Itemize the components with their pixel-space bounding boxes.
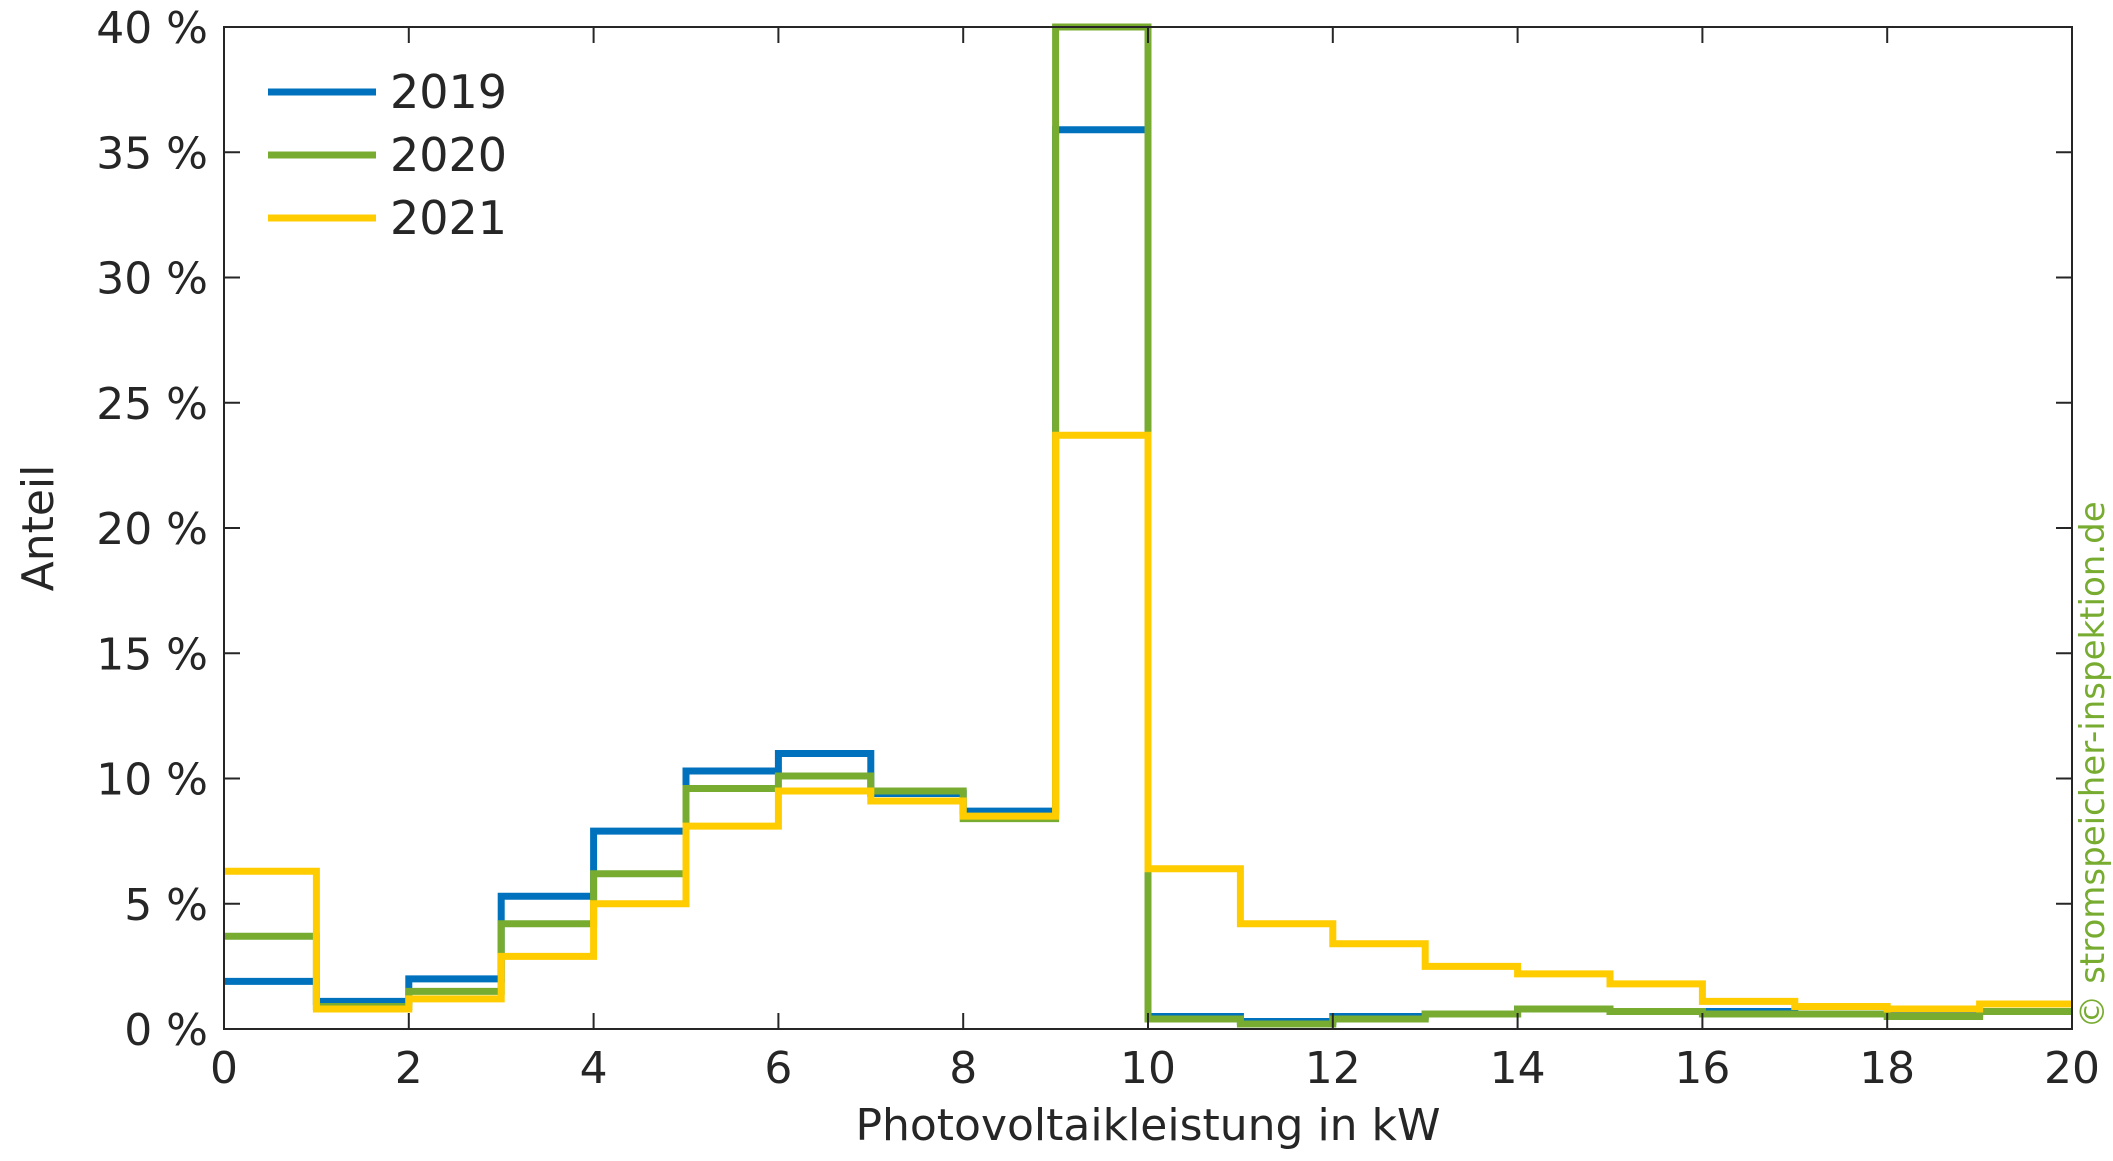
- y-tick-label: 30 %: [96, 254, 208, 305]
- x-tick-label: 6: [764, 1043, 792, 1094]
- x-tick-label: 18: [1859, 1043, 1915, 1094]
- y-axis-label: Anteil: [13, 465, 64, 592]
- x-tick-label: 4: [580, 1043, 608, 1094]
- x-tick-label: 20: [2044, 1043, 2100, 1094]
- x-axis-label: Photovoltaikleistung in kW: [855, 1100, 1440, 1151]
- legend: 2019 2020 2021: [268, 65, 507, 245]
- legend-label: 2021: [390, 191, 507, 245]
- x-tick-label: 12: [1305, 1043, 1361, 1094]
- x-tick-label: 0: [210, 1043, 238, 1094]
- y-tick-label: 25 %: [96, 379, 208, 430]
- y-tick-label: 0 %: [124, 1005, 208, 1056]
- y-tick-label: 5 %: [124, 880, 208, 931]
- y-tick-label: 10 %: [96, 755, 208, 806]
- x-tick-label: 10: [1120, 1043, 1176, 1094]
- x-tick-label: 2: [395, 1043, 423, 1094]
- legend-label: 2019: [390, 65, 507, 119]
- ticks: 0 2 4 6 8 10 12 14 16 18 20 0 % 5 % 10 % 15 % 20 % 25 % 3…: [96, 3, 2100, 1094]
- series-line-2021: [224, 431, 2072, 1013]
- legend-label: 2020: [390, 128, 507, 182]
- x-tick-label: 8: [949, 1043, 977, 1094]
- y-tick-label: 20 %: [96, 504, 208, 555]
- x-tick-label: 16: [1674, 1043, 1730, 1094]
- y-tick-label: 40 %: [96, 3, 208, 54]
- y-tick-label: 35 %: [96, 128, 208, 179]
- x-tick-label: 14: [1490, 1043, 1546, 1094]
- watermark-text: © stromspeicher-inspektion.de: [2073, 501, 2113, 1028]
- y-tick-label: 15 %: [96, 629, 208, 680]
